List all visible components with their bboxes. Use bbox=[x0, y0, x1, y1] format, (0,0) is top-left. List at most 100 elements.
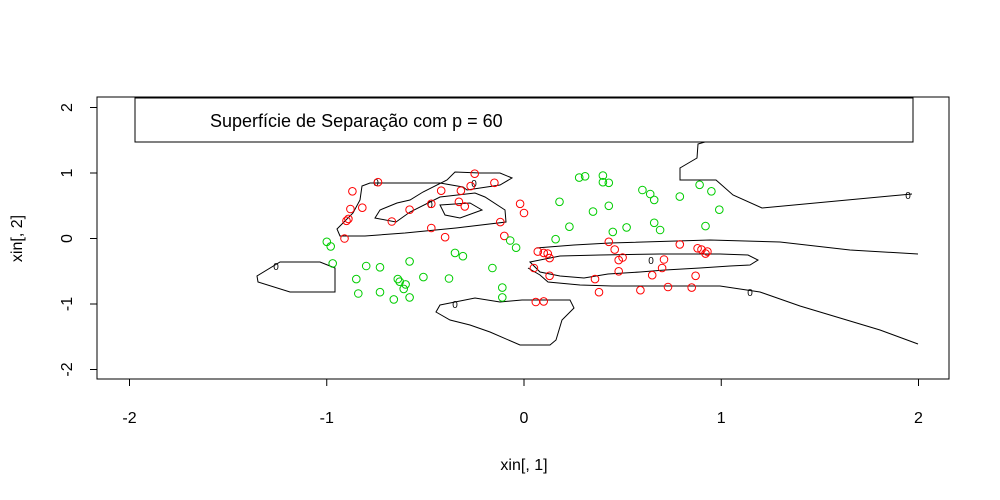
x-axis: -2 -1 0 1 2 bbox=[122, 378, 923, 427]
data-point-red bbox=[659, 255, 669, 264]
data-point-green bbox=[675, 192, 685, 201]
data-point-red bbox=[515, 199, 525, 209]
data-point-red bbox=[529, 263, 539, 273]
data-point-red bbox=[373, 177, 383, 187]
legend-box bbox=[134, 97, 914, 143]
data-point-red bbox=[614, 267, 624, 276]
data-point-red bbox=[387, 217, 397, 226]
data-point-green bbox=[326, 242, 336, 251]
data-point-red bbox=[618, 253, 627, 262]
data-point-green bbox=[419, 272, 428, 282]
contour-line bbox=[528, 253, 760, 279]
data-point-green bbox=[598, 177, 608, 187]
data-point-green bbox=[695, 180, 704, 190]
x-tick-label: 2 bbox=[914, 410, 923, 427]
data-point-green bbox=[622, 223, 631, 232]
data-point-green bbox=[375, 287, 385, 297]
data-point-green bbox=[565, 222, 574, 231]
data-point-red bbox=[604, 237, 614, 247]
data-point-green bbox=[707, 187, 716, 196]
contour-line bbox=[256, 261, 336, 293]
data-point-green bbox=[488, 263, 497, 273]
data-point-red bbox=[687, 283, 697, 292]
data-point-green bbox=[405, 293, 414, 302]
data-point-red bbox=[342, 216, 351, 226]
y-tick-label: -1 bbox=[59, 297, 76, 311]
data-point-green bbox=[401, 280, 410, 289]
y-tick-label: -2 bbox=[59, 362, 76, 376]
contour-line bbox=[535, 239, 919, 255]
x-tick-label: -2 bbox=[122, 410, 136, 427]
data-point-green bbox=[354, 289, 363, 298]
data-point-green bbox=[511, 243, 521, 252]
x-tick-label: 0 bbox=[520, 410, 529, 427]
data-point-red bbox=[647, 270, 657, 280]
data-point-red bbox=[636, 285, 645, 295]
data-point-green bbox=[598, 171, 608, 180]
x-axis-title: xin[, 1] bbox=[500, 457, 547, 474]
data-point-green bbox=[389, 295, 399, 304]
data-point-red bbox=[539, 248, 549, 258]
data-point-red bbox=[590, 274, 600, 284]
data-points bbox=[322, 169, 724, 307]
contour-label: 0 bbox=[648, 256, 654, 267]
data-point-red bbox=[340, 234, 349, 243]
data-point-red bbox=[657, 263, 667, 273]
data-point-green bbox=[645, 189, 655, 199]
data-point-green bbox=[405, 257, 414, 266]
data-point-green bbox=[498, 293, 507, 302]
contour-label: 0 bbox=[452, 300, 458, 311]
x-tick-label: -1 bbox=[320, 410, 334, 427]
legend: Superfície de Separação com p = 60 bbox=[134, 97, 914, 143]
contour-label: 0 bbox=[905, 191, 911, 202]
data-point-green bbox=[649, 218, 659, 228]
data-point-red bbox=[405, 205, 414, 214]
data-point-green bbox=[655, 225, 665, 235]
data-point-green bbox=[322, 237, 332, 247]
data-point-green bbox=[399, 284, 409, 294]
data-point-red bbox=[531, 297, 541, 307]
contour-label: 0 bbox=[373, 178, 379, 189]
x-tick-label: 1 bbox=[717, 410, 726, 427]
data-point-green bbox=[604, 178, 614, 188]
data-point-green bbox=[608, 227, 618, 237]
contour-label: 0 bbox=[273, 262, 279, 273]
data-point-red bbox=[436, 186, 446, 195]
data-point-red bbox=[496, 217, 505, 227]
contour-label: 0 bbox=[747, 288, 753, 299]
y-axis-title: xin[, 2] bbox=[9, 215, 26, 262]
data-point-red bbox=[500, 231, 509, 241]
data-point-red bbox=[543, 249, 553, 258]
data-point-red bbox=[344, 214, 353, 224]
data-point-green bbox=[649, 195, 659, 205]
y-tick-label: 1 bbox=[59, 168, 76, 177]
data-point-green bbox=[328, 259, 338, 268]
data-point-green bbox=[505, 236, 515, 245]
data-point-red bbox=[427, 223, 436, 233]
data-point-green bbox=[638, 185, 647, 195]
data-point-red bbox=[594, 287, 604, 297]
data-point-red bbox=[693, 244, 702, 253]
contour-label: 0 bbox=[427, 200, 433, 211]
data-point-green bbox=[458, 251, 468, 261]
data-point-green bbox=[551, 234, 560, 244]
data-point-red bbox=[346, 204, 355, 214]
contour-line bbox=[439, 202, 484, 219]
data-point-green bbox=[574, 173, 584, 182]
data-point-red bbox=[703, 247, 712, 256]
data-point-red bbox=[358, 203, 367, 212]
data-point-green bbox=[555, 197, 564, 207]
data-point-red bbox=[691, 271, 700, 281]
data-point-red bbox=[440, 232, 450, 242]
data-point-green bbox=[588, 207, 598, 216]
data-point-green bbox=[361, 261, 371, 271]
data-point-green bbox=[701, 221, 710, 231]
data-point-green bbox=[580, 172, 590, 181]
data-point-red bbox=[610, 245, 620, 254]
data-point-red bbox=[701, 249, 710, 258]
data-point-red bbox=[460, 202, 470, 211]
data-point-green bbox=[395, 277, 405, 287]
data-point-red bbox=[427, 199, 436, 209]
data-point-red bbox=[456, 186, 466, 195]
data-point-red bbox=[663, 282, 673, 292]
